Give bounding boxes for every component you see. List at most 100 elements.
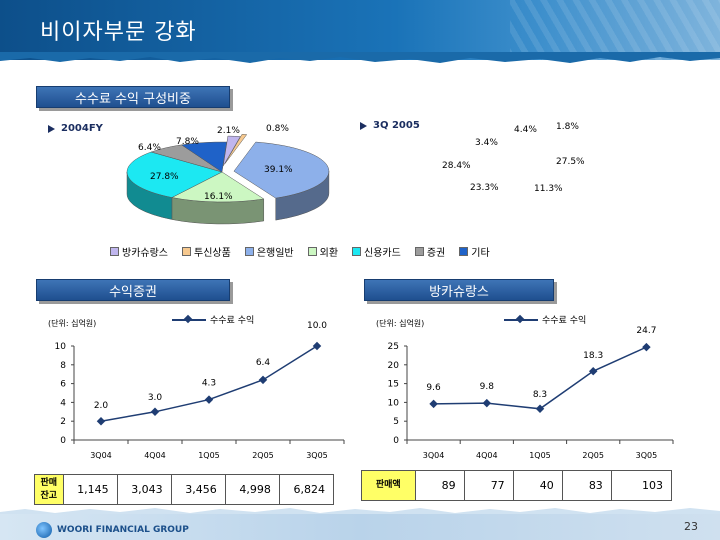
x-tick-label: 4Q04 — [144, 451, 166, 460]
bancassurance-unit-label: (단위: 십억원) — [376, 319, 425, 328]
table-cell: 6,824 — [278, 474, 335, 505]
x-tick-label: 1Q05 — [198, 451, 220, 460]
data-point — [642, 342, 651, 352]
y-tick-label: 0 — [60, 436, 66, 446]
data-label: 18.3 — [583, 351, 603, 361]
y-tick-label: 15 — [388, 380, 399, 390]
y-tick-label: 8 — [60, 361, 66, 371]
bancassurance-section-label: 방카슈랑스 — [364, 279, 554, 301]
data-label: 9.8 — [480, 382, 495, 392]
data-label: 24.7 — [636, 326, 656, 336]
bancassurance-series-legend: 수수료 수익 — [504, 313, 586, 326]
table-cell: 1,145 — [62, 474, 118, 505]
legend-item: 방카슈랑스 — [110, 244, 168, 259]
pie-2005-label-credit-card: 23.3% — [470, 183, 499, 193]
legend-swatch — [459, 247, 469, 256]
x-tick-label: 3Q04 — [90, 451, 112, 460]
pie-slice-4 — [126, 151, 223, 198]
legend-label: 신용카드 — [364, 248, 401, 259]
pie-2004-label-general-banking: 39.1% — [264, 165, 293, 175]
series-line-marker-icon — [172, 318, 206, 321]
data-label: 10.0 — [307, 321, 327, 331]
y-tick-label: 5 — [393, 417, 399, 427]
header-artwork — [510, 0, 720, 60]
pie-2004-label-securities: 6.4% — [138, 143, 161, 153]
bancassurance-sales-table: 판매액 89 77 40 83 103 — [361, 470, 673, 501]
x-tick-label: 1Q05 — [529, 451, 551, 460]
pie-2004-label-fx: 16.1% — [204, 192, 233, 202]
table-cell: 103 — [610, 470, 673, 501]
pie-2004-title: 2004FY — [48, 123, 103, 134]
data-point — [204, 395, 214, 404]
logo-text: WOORI FINANCIAL GROUP — [57, 525, 189, 535]
table-cell: 4,998 — [224, 474, 280, 505]
data-point — [482, 398, 492, 408]
series-line-marker-icon — [504, 318, 538, 321]
legend-item: 은행일반 — [244, 244, 294, 259]
table-cell: 77 — [463, 470, 514, 501]
table-row: 판매 잔고 1,145 3,043 3,456 4,998 6,824 — [34, 474, 335, 505]
header-band: 비이자부문 강화 — [0, 0, 720, 60]
triangle-bullet-icon — [360, 121, 367, 130]
legend-label: 투신상품 — [194, 248, 231, 259]
triangle-bullet-icon — [48, 124, 55, 133]
legend-item: 투신상품 — [182, 244, 231, 259]
y-tick-label: 0 — [393, 436, 399, 446]
table-cell: 89 — [414, 470, 465, 501]
data-point — [258, 375, 268, 385]
pie-legend: 방카슈랑스 투신상품 은행일반 외환 신용카드 증권 기타 — [110, 244, 490, 259]
pie-slice-0 — [222, 135, 241, 167]
legend-item: 신용카드 — [352, 244, 401, 259]
securities-unit-label: (단위: 십억원) — [48, 319, 97, 328]
y-tick-label: 10 — [55, 342, 67, 352]
securities-balance-table: 판매 잔고 1,145 3,043 3,456 4,998 6,824 — [34, 474, 335, 505]
table-row: 판매액 89 77 40 83 103 — [361, 470, 673, 501]
securities-series-legend: 수수료 수익 — [172, 313, 254, 326]
pie-2005-label-investment: 1.8% — [556, 122, 579, 132]
legend-label: 증권 — [426, 248, 446, 259]
pie-slice-2 — [233, 141, 330, 199]
pie-2005-label-fx: 11.3% — [534, 184, 563, 194]
pie-2005-label-bancassurance: 4.4% — [514, 125, 537, 135]
data-label: 8.3 — [533, 390, 547, 400]
pie-2005-label-general-banking: 27.5% — [556, 157, 585, 167]
data-label: 6.4 — [256, 358, 271, 368]
pie-2005-title-text: 3Q 2005 — [373, 120, 420, 131]
table-header-cell: 판매액 — [361, 470, 416, 501]
legend-label: 외환 — [319, 248, 339, 259]
legend-swatch — [414, 247, 424, 256]
data-point — [429, 399, 438, 409]
table-cell: 3,043 — [116, 474, 172, 505]
y-tick-label: 4 — [60, 398, 66, 408]
pie-2005-title: 3Q 2005 — [360, 120, 420, 131]
legend-swatch — [307, 247, 317, 256]
y-tick-label: 10 — [388, 398, 400, 408]
pie-slice-1 — [224, 134, 248, 164]
data-point — [312, 341, 322, 351]
legend-swatch — [244, 247, 254, 256]
table-cell: 40 — [512, 470, 563, 501]
y-tick-label: 20 — [388, 361, 400, 371]
pie-slice-6 — [180, 141, 228, 173]
x-tick-label: 2Q05 — [582, 451, 604, 460]
company-logo: WOORI FINANCIAL GROUP — [36, 522, 189, 538]
legend-swatch — [352, 247, 362, 256]
x-tick-label: 2Q05 — [252, 451, 274, 460]
securities-series-name: 수수료 수익 — [210, 316, 255, 326]
page-number: 23 — [684, 520, 698, 533]
data-label: 3.0 — [148, 393, 163, 403]
fee-composition-label: 수수료 수익 구성비중 — [36, 86, 230, 108]
bancassurance-series-name: 수수료 수익 — [542, 316, 587, 326]
legend-label: 은행일반 — [256, 248, 294, 259]
logo-mark-icon — [36, 522, 52, 538]
x-tick-label: 3Q05 — [636, 451, 658, 460]
data-label: 2.0 — [94, 401, 109, 411]
data-point — [96, 416, 106, 426]
table-cell: 83 — [561, 470, 612, 501]
legend-swatch — [182, 247, 191, 256]
pie-2005-label-other: 3.4% — [475, 138, 498, 148]
page-title: 비이자부문 강화 — [40, 20, 197, 45]
